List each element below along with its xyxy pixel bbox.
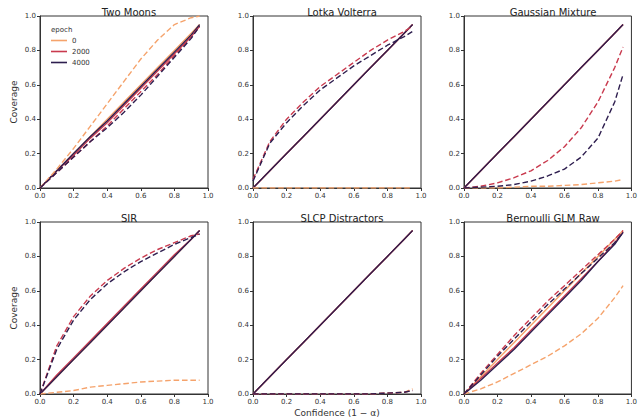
svg-text:0.4: 0.4 bbox=[25, 115, 37, 123]
svg-text:1.0: 1.0 bbox=[449, 218, 460, 226]
svg-text:0.6: 0.6 bbox=[348, 398, 360, 406]
svg-text:0.2: 0.2 bbox=[238, 150, 249, 158]
svg-text:0.2: 0.2 bbox=[492, 192, 503, 200]
svg-text:0.8: 0.8 bbox=[592, 398, 603, 406]
svg-text:1.0: 1.0 bbox=[415, 192, 426, 200]
svg-text:0.4: 0.4 bbox=[315, 398, 327, 406]
svg-text:1.0: 1.0 bbox=[449, 12, 460, 20]
svg-text:0.4: 0.4 bbox=[525, 192, 537, 200]
svg-text:0.0: 0.0 bbox=[448, 390, 460, 398]
svg-text:0.6: 0.6 bbox=[238, 81, 250, 89]
svg-text:1.0: 1.0 bbox=[238, 12, 249, 20]
svg-text:Two Moons: Two Moons bbox=[101, 7, 156, 18]
svg-text:0.2: 0.2 bbox=[281, 398, 292, 406]
svg-text:Lotka Volterra: Lotka Volterra bbox=[307, 7, 377, 18]
svg-text:0.2: 0.2 bbox=[449, 356, 460, 364]
svg-text:0.8: 0.8 bbox=[592, 192, 603, 200]
svg-text:0.6: 0.6 bbox=[25, 287, 37, 295]
svg-text:0.6: 0.6 bbox=[135, 398, 147, 406]
svg-text:0.8: 0.8 bbox=[25, 46, 36, 54]
svg-text:0.2: 0.2 bbox=[238, 356, 249, 364]
svg-text:0.4: 0.4 bbox=[315, 192, 327, 200]
svg-text:0.8: 0.8 bbox=[449, 46, 460, 54]
svg-text:0.0: 0.0 bbox=[34, 192, 45, 200]
svg-text:0.2: 0.2 bbox=[68, 192, 79, 200]
svg-text:0.8: 0.8 bbox=[382, 192, 393, 200]
svg-text:1.0: 1.0 bbox=[626, 192, 637, 200]
svg-text:0.8: 0.8 bbox=[449, 252, 460, 260]
svg-text:0.0: 0.0 bbox=[458, 398, 469, 406]
svg-text:Coverage: Coverage bbox=[9, 286, 19, 330]
svg-text:0.4: 0.4 bbox=[525, 398, 537, 406]
svg-text:0.0: 0.0 bbox=[448, 184, 460, 192]
svg-text:Confidence (1 − α): Confidence (1 − α) bbox=[294, 408, 379, 418]
svg-text:0.6: 0.6 bbox=[135, 192, 147, 200]
svg-text:0.8: 0.8 bbox=[25, 252, 36, 260]
svg-text:2000: 2000 bbox=[72, 48, 90, 56]
svg-text:1.0: 1.0 bbox=[202, 398, 213, 406]
svg-text:1.0: 1.0 bbox=[238, 218, 249, 226]
svg-text:1.0: 1.0 bbox=[25, 218, 36, 226]
svg-text:1.0: 1.0 bbox=[626, 398, 637, 406]
svg-text:0.4: 0.4 bbox=[102, 192, 114, 200]
svg-text:0.6: 0.6 bbox=[449, 81, 461, 89]
svg-text:0.2: 0.2 bbox=[68, 398, 79, 406]
svg-text:0.8: 0.8 bbox=[238, 252, 249, 260]
svg-text:0.2: 0.2 bbox=[492, 398, 503, 406]
svg-text:0.4: 0.4 bbox=[449, 321, 461, 329]
svg-text:0.2: 0.2 bbox=[449, 150, 460, 158]
svg-text:0.0: 0.0 bbox=[34, 398, 45, 406]
svg-text:0.8: 0.8 bbox=[238, 46, 249, 54]
svg-text:0.0: 0.0 bbox=[247, 192, 258, 200]
svg-text:0.2: 0.2 bbox=[281, 192, 292, 200]
svg-text:0.2: 0.2 bbox=[25, 356, 36, 364]
svg-text:0.6: 0.6 bbox=[25, 81, 37, 89]
svg-text:0.0: 0.0 bbox=[458, 192, 469, 200]
svg-text:SIR: SIR bbox=[121, 213, 137, 224]
svg-text:0.0: 0.0 bbox=[237, 184, 249, 192]
svg-text:Bernoulli GLM Raw: Bernoulli GLM Raw bbox=[506, 213, 599, 224]
svg-text:0.4: 0.4 bbox=[25, 321, 37, 329]
svg-text:1.0: 1.0 bbox=[202, 192, 213, 200]
svg-text:0.4: 0.4 bbox=[102, 398, 114, 406]
svg-text:0.4: 0.4 bbox=[238, 321, 250, 329]
svg-text:1.0: 1.0 bbox=[415, 398, 426, 406]
svg-text:0.0: 0.0 bbox=[247, 398, 258, 406]
svg-text:Coverage: Coverage bbox=[9, 80, 19, 124]
svg-text:epoch: epoch bbox=[51, 26, 72, 34]
svg-text:4000: 4000 bbox=[72, 59, 90, 67]
svg-text:0.8: 0.8 bbox=[169, 192, 180, 200]
svg-text:0.8: 0.8 bbox=[169, 398, 180, 406]
svg-text:0.4: 0.4 bbox=[449, 115, 461, 123]
svg-text:Gaussian Mixture: Gaussian Mixture bbox=[510, 7, 597, 18]
svg-text:0.2: 0.2 bbox=[25, 150, 36, 158]
svg-text:0.6: 0.6 bbox=[348, 192, 360, 200]
svg-text:0.6: 0.6 bbox=[238, 287, 250, 295]
svg-text:0: 0 bbox=[72, 37, 76, 45]
svg-text:0.6: 0.6 bbox=[559, 398, 571, 406]
svg-text:SLCP Distractors: SLCP Distractors bbox=[301, 213, 384, 224]
svg-text:0.6: 0.6 bbox=[449, 287, 461, 295]
svg-text:0.0: 0.0 bbox=[237, 390, 249, 398]
svg-text:0.8: 0.8 bbox=[382, 398, 393, 406]
svg-text:0.4: 0.4 bbox=[238, 115, 250, 123]
svg-text:0.0: 0.0 bbox=[24, 390, 36, 398]
svg-text:0.0: 0.0 bbox=[24, 184, 36, 192]
svg-text:0.6: 0.6 bbox=[559, 192, 571, 200]
svg-text:1.0: 1.0 bbox=[25, 12, 36, 20]
